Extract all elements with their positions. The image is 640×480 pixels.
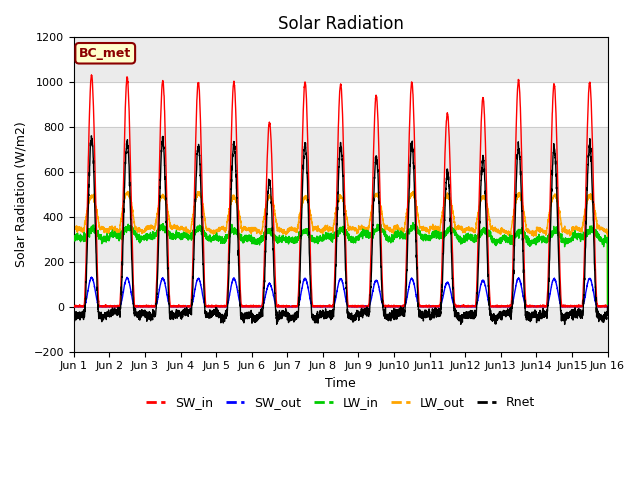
Bar [74,307,607,351]
Bar [74,37,607,82]
Bar [74,262,607,307]
Y-axis label: Solar Radiation (W/m2): Solar Radiation (W/m2) [15,121,28,267]
Bar [74,82,607,127]
Bar [74,37,607,82]
Bar [74,127,607,172]
Bar [74,172,607,217]
Title: Solar Radiation: Solar Radiation [278,15,404,33]
Bar [74,217,607,262]
Bar [74,127,607,172]
Bar [74,307,607,351]
X-axis label: Time: Time [325,377,356,390]
Bar [74,0,607,37]
Text: BC_met: BC_met [79,47,131,60]
Legend: SW_in, SW_out, LW_in, LW_out, Rnet: SW_in, SW_out, LW_in, LW_out, Rnet [141,391,540,414]
Bar [74,217,607,262]
